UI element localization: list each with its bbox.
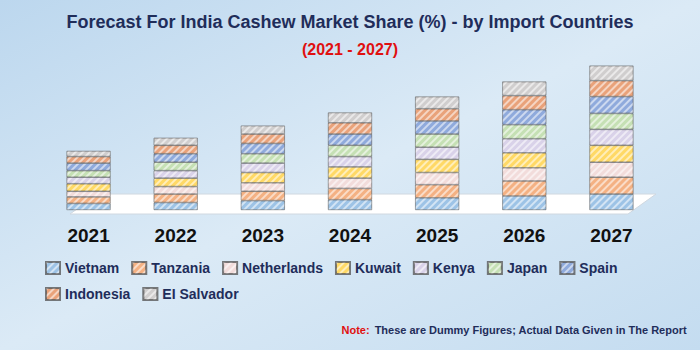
svg-text:Netherlands: Netherlands: [242, 260, 323, 276]
svg-text:EI Salvador: EI Salvador: [162, 286, 239, 302]
svg-text:Forecast For India Cashew Mark: Forecast For India Cashew Market Share (…: [66, 12, 633, 32]
svg-text:Note:: Note:: [342, 324, 370, 336]
svg-text:Indonesia: Indonesia: [65, 286, 131, 302]
svg-text:2023: 2023: [242, 225, 284, 246]
svg-text:2022: 2022: [155, 225, 197, 246]
svg-text:Kenya: Kenya: [433, 260, 475, 276]
svg-text:2027: 2027: [590, 225, 632, 246]
svg-text:Vietnam: Vietnam: [65, 260, 119, 276]
svg-text:Tanzania: Tanzania: [151, 260, 210, 276]
svg-text:Kuwait: Kuwait: [355, 260, 401, 276]
svg-text:Japan: Japan: [507, 260, 547, 276]
svg-text:2025: 2025: [416, 225, 459, 246]
svg-text:(2021 - 2027): (2021 - 2027): [302, 41, 398, 58]
svg-text:Spain: Spain: [579, 260, 617, 276]
svg-text:These are Dummy Figures; Actua: These are Dummy Figures; Actual Data Giv…: [375, 324, 687, 336]
svg-text:2026: 2026: [503, 225, 545, 246]
svg-text:2021: 2021: [67, 225, 110, 246]
svg-text:2024: 2024: [329, 225, 372, 246]
